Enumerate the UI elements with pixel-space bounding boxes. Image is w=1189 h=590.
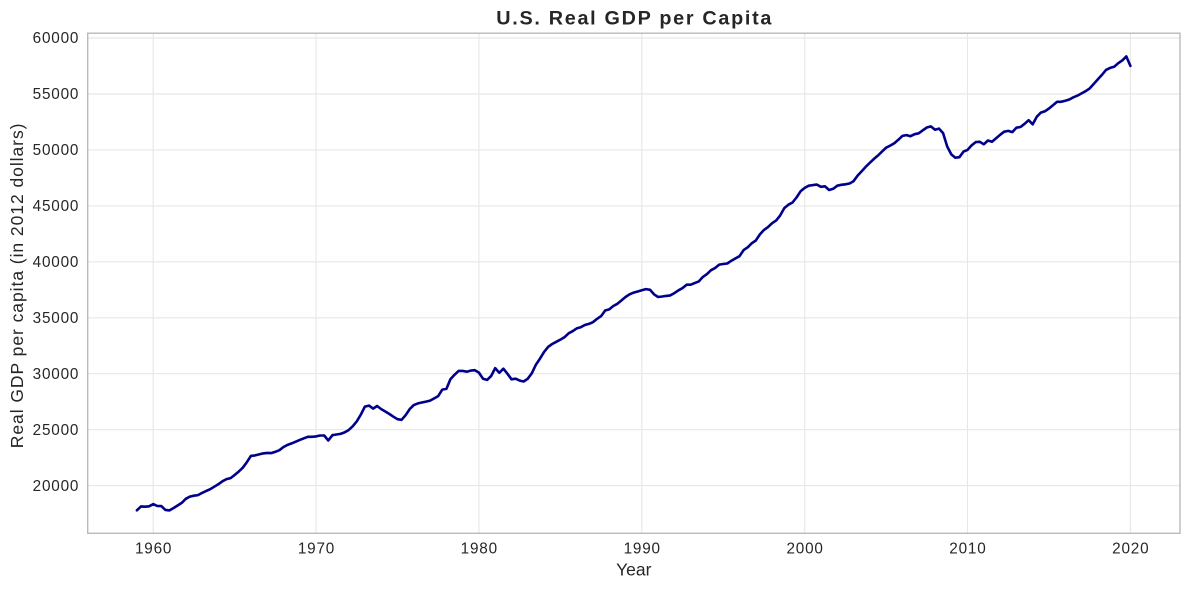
- svg-text:1990: 1990: [624, 541, 661, 558]
- svg-text:Year: Year: [616, 560, 652, 580]
- svg-text:U.S. Real GDP per Capita: U.S. Real GDP per Capita: [496, 8, 773, 30]
- svg-text:2020: 2020: [1112, 541, 1149, 558]
- svg-text:2000: 2000: [786, 541, 823, 558]
- svg-text:1960: 1960: [135, 541, 172, 558]
- svg-text:50000: 50000: [33, 142, 80, 159]
- svg-text:30000: 30000: [33, 366, 80, 383]
- svg-text:Real GDP per capita (in 2012 d: Real GDP per capita (in 2012 dollars): [7, 123, 27, 449]
- svg-text:25000: 25000: [33, 422, 80, 439]
- svg-text:45000: 45000: [33, 198, 80, 215]
- svg-text:20000: 20000: [33, 478, 80, 495]
- svg-text:2010: 2010: [949, 541, 986, 558]
- svg-text:1970: 1970: [298, 541, 335, 558]
- svg-text:35000: 35000: [33, 310, 80, 327]
- svg-text:40000: 40000: [33, 254, 80, 271]
- svg-text:1980: 1980: [461, 541, 498, 558]
- svg-text:60000: 60000: [33, 30, 80, 47]
- svg-text:55000: 55000: [33, 86, 80, 103]
